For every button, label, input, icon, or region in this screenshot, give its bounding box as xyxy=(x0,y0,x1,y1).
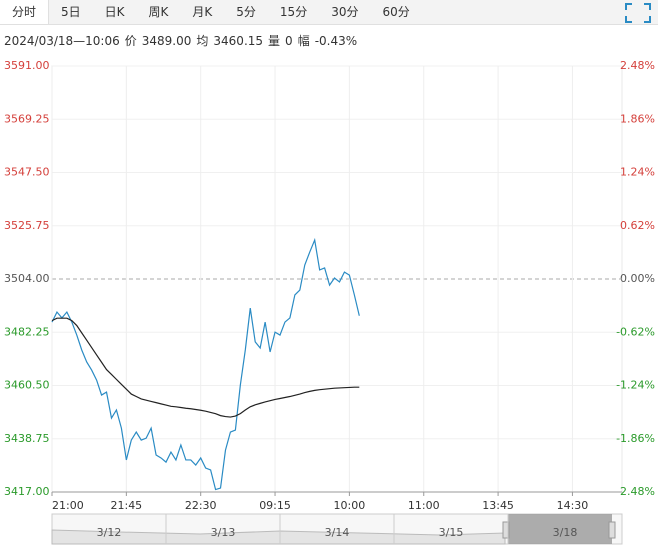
y2-tick-label: -1.24% xyxy=(616,379,655,392)
navigator-handle[interactable] xyxy=(608,521,616,539)
y-tick-label: 3460.50 xyxy=(4,379,50,392)
x-tick-label: 22:30 xyxy=(185,499,217,512)
avg-label: 均 xyxy=(196,34,209,48)
x-tick-label: 11:00 xyxy=(408,499,440,512)
navigator-date: 3/13 xyxy=(211,526,236,539)
volume: 0 xyxy=(285,34,293,48)
series-line xyxy=(51,317,360,418)
y-tick-label: 3569.25 xyxy=(4,112,50,125)
x-tick-label: 21:00 xyxy=(52,499,84,512)
navigator-date: 3/15 xyxy=(439,526,464,539)
y2-tick-label: -0.62% xyxy=(616,325,655,338)
x-tick-label: 10:00 xyxy=(334,499,366,512)
datetime: 2024/03/18—10:06 xyxy=(4,34,120,48)
navigator-date: 3/14 xyxy=(325,526,350,539)
y-tick-label: 3438.75 xyxy=(4,432,50,445)
price-label: 价 xyxy=(124,34,137,48)
y-tick-label: 3482.25 xyxy=(4,325,50,338)
y2-tick-label: 2.48% xyxy=(620,59,655,72)
price: 3489.00 xyxy=(141,34,192,48)
tab[interactable]: 周K xyxy=(148,5,169,19)
navigator-window[interactable] xyxy=(508,514,612,544)
series-line xyxy=(51,237,360,491)
x-tick-label: 09:15 xyxy=(259,499,291,512)
y2-tick-label: 0.00% xyxy=(620,272,655,285)
change-label: 幅 xyxy=(297,34,310,48)
y-tick-label: 3591.00 xyxy=(4,59,50,72)
y-tick-label: 3547.50 xyxy=(4,166,50,179)
navigator-handle[interactable] xyxy=(502,521,510,539)
x-tick-label: 14:30 xyxy=(557,499,589,512)
volume-label: 量 xyxy=(268,34,281,48)
y-tick-label: 3417.00 xyxy=(4,485,50,498)
navigator-date: 3/18 xyxy=(553,526,578,539)
y2-tick-label: 0.62% xyxy=(620,219,655,232)
x-tick-label: 13:45 xyxy=(482,499,514,512)
avg: 3460.15 xyxy=(213,34,264,48)
tab[interactable]: 月K xyxy=(192,5,213,19)
navigator-area xyxy=(51,529,506,545)
tab[interactable]: 5日 xyxy=(61,5,81,19)
navigator-date: 3/12 xyxy=(97,526,122,539)
tab[interactable]: 30分 xyxy=(331,5,359,19)
tab[interactable]: 15分 xyxy=(279,5,308,19)
y-tick-label: 3525.75 xyxy=(4,219,50,232)
tab[interactable]: 5分 xyxy=(236,5,256,19)
tab-bar: 分时 5日 日K 周K 月K 5分 15分 30分 60分 xyxy=(0,0,658,25)
y2-tick-label: -2.48% xyxy=(616,485,655,498)
tab[interactable]: 日K xyxy=(104,5,125,19)
y2-tick-label: 1.86% xyxy=(620,112,655,125)
tab[interactable]: 60分 xyxy=(382,5,410,19)
info-line: 2024/03/18—10:06 价 3489.00 均 3460.15 量 0 幅 -0.43… xyxy=(4,32,362,49)
tab[interactable]: 分时 xyxy=(0,0,50,24)
x-tick-label: 21:45 xyxy=(110,499,142,512)
y-tick-label: 3504.00 xyxy=(4,272,50,285)
y2-tick-label: -1.86% xyxy=(616,432,655,445)
fullscreen-icon[interactable] xyxy=(625,3,651,23)
change: -0.43% xyxy=(314,34,358,48)
y2-tick-label: 1.24% xyxy=(620,166,655,179)
